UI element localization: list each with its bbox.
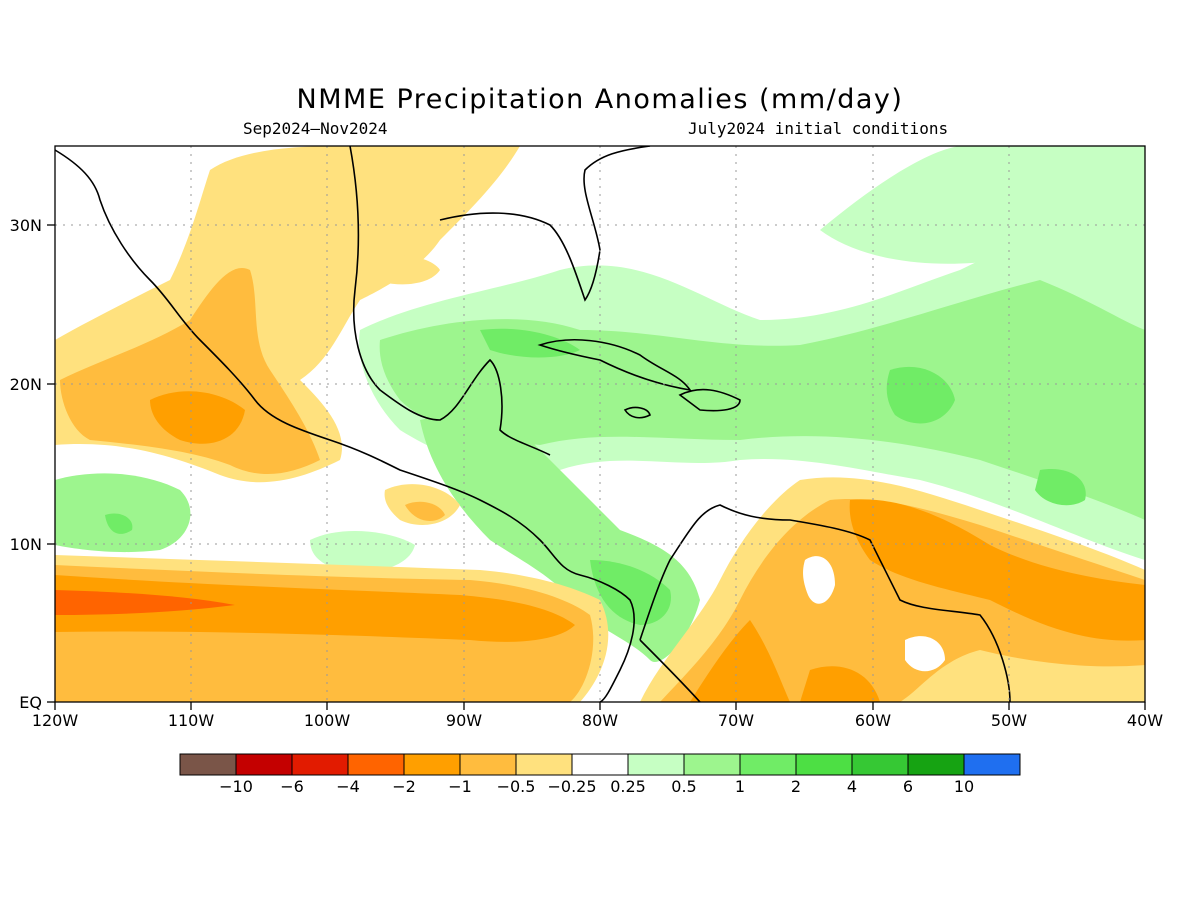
lon-label: 80W — [582, 711, 618, 730]
colorbar-swatch — [683, 753, 741, 776]
lon-label: 70W — [718, 711, 754, 730]
brazil-dry-core — [800, 666, 880, 702]
colorbar-label: −0.25 — [547, 777, 596, 796]
colorbar-label: −0.5 — [497, 777, 536, 796]
colorbar-label: 0.25 — [610, 777, 646, 796]
colorbar-swatch — [179, 753, 237, 776]
colorbar-swatch — [515, 753, 573, 776]
colorbar-label: 2 — [791, 777, 801, 796]
longitude-labels: 120W 110W 100W 90W 80W 70W 60W 50W 40W — [32, 711, 1163, 730]
guiana-white-patch — [905, 636, 945, 672]
initial-conditions-label: July2024 initial conditions — [688, 119, 949, 138]
colorbar-swatch — [627, 753, 685, 776]
colorbar-label: 1 — [735, 777, 745, 796]
lon-label: 100W — [304, 711, 351, 730]
colorbar-label: −10 — [219, 777, 253, 796]
pacific-wet-west-core — [105, 513, 133, 534]
lon-label: 40W — [1127, 711, 1163, 730]
lon-label: 120W — [32, 711, 79, 730]
colorbar-swatch — [851, 753, 909, 776]
coastlines — [55, 146, 1011, 702]
colorbar-swatch — [291, 753, 349, 776]
colorbar-label: 6 — [903, 777, 913, 796]
colorbar-swatch — [459, 753, 517, 776]
anomaly-field — [55, 146, 1145, 702]
itcz-dry-core — [55, 590, 235, 615]
season-label: Sep2024–Nov2024 — [243, 119, 388, 138]
lat-label: 10N — [10, 535, 42, 554]
colorbar-swatch — [739, 753, 797, 776]
lon-label: 90W — [446, 711, 482, 730]
lat-label: EQ — [19, 693, 42, 712]
lon-label: 50W — [991, 711, 1027, 730]
colorbar-swatches — [179, 753, 1021, 776]
antilles-wet-core — [886, 366, 955, 424]
lon-label: 60W — [855, 711, 891, 730]
colorbar-labels: −10 −6 −4 −2 −1 −0.5 −0.25 0.25 0.5 1 2 4 6 10 — [219, 777, 974, 796]
atlantic-wet-band — [820, 146, 1145, 264]
colorbar-swatch — [347, 753, 405, 776]
guiana-dry-core — [849, 499, 1145, 641]
colorbar-label: −6 — [280, 777, 304, 796]
colorbar-label: 4 — [847, 777, 857, 796]
colorbar-label: −2 — [392, 777, 416, 796]
atlantic-wet-core — [1035, 469, 1086, 506]
eastern-pacific-dry-north-med — [60, 268, 320, 475]
colorbar-swatch — [907, 753, 965, 776]
map-title: NMME Precipitation Anomalies (mm/day) — [296, 84, 904, 115]
colorbar-label: 10 — [954, 777, 974, 796]
pacific-wet-center — [310, 530, 415, 573]
colorbar-swatch — [963, 753, 1021, 776]
gridlines — [55, 146, 1145, 702]
pacific-dry-islet-core — [405, 501, 445, 521]
colorbar-swatch — [403, 753, 461, 776]
colorbar-label: −1 — [448, 777, 472, 796]
colorbar: −10 −6 −4 −2 −1 −0.5 −0.25 0.25 0.5 1 2 4 6 10 — [179, 753, 1021, 796]
south-america-dry-core-west — [690, 620, 790, 702]
latitude-labels: EQ 10N 20N 30N — [10, 216, 42, 712]
pacific-wet-west — [55, 473, 191, 553]
lat-label: 30N — [10, 216, 42, 235]
axis-ticks — [47, 224, 1146, 710]
colorbar-swatch — [235, 753, 293, 776]
colorbar-swatch — [795, 753, 853, 776]
lat-label: 20N — [10, 375, 42, 394]
lon-label: 110W — [168, 711, 215, 730]
colorbar-label: −4 — [336, 777, 360, 796]
itcz-dry-band-strong — [55, 575, 575, 642]
colorbar-label: 0.5 — [671, 777, 696, 796]
gulf-dry — [360, 254, 440, 285]
colorbar-swatch — [571, 753, 629, 776]
eastern-pacific-dry-north-core — [150, 391, 245, 444]
venezuela-white-patch — [803, 556, 835, 604]
